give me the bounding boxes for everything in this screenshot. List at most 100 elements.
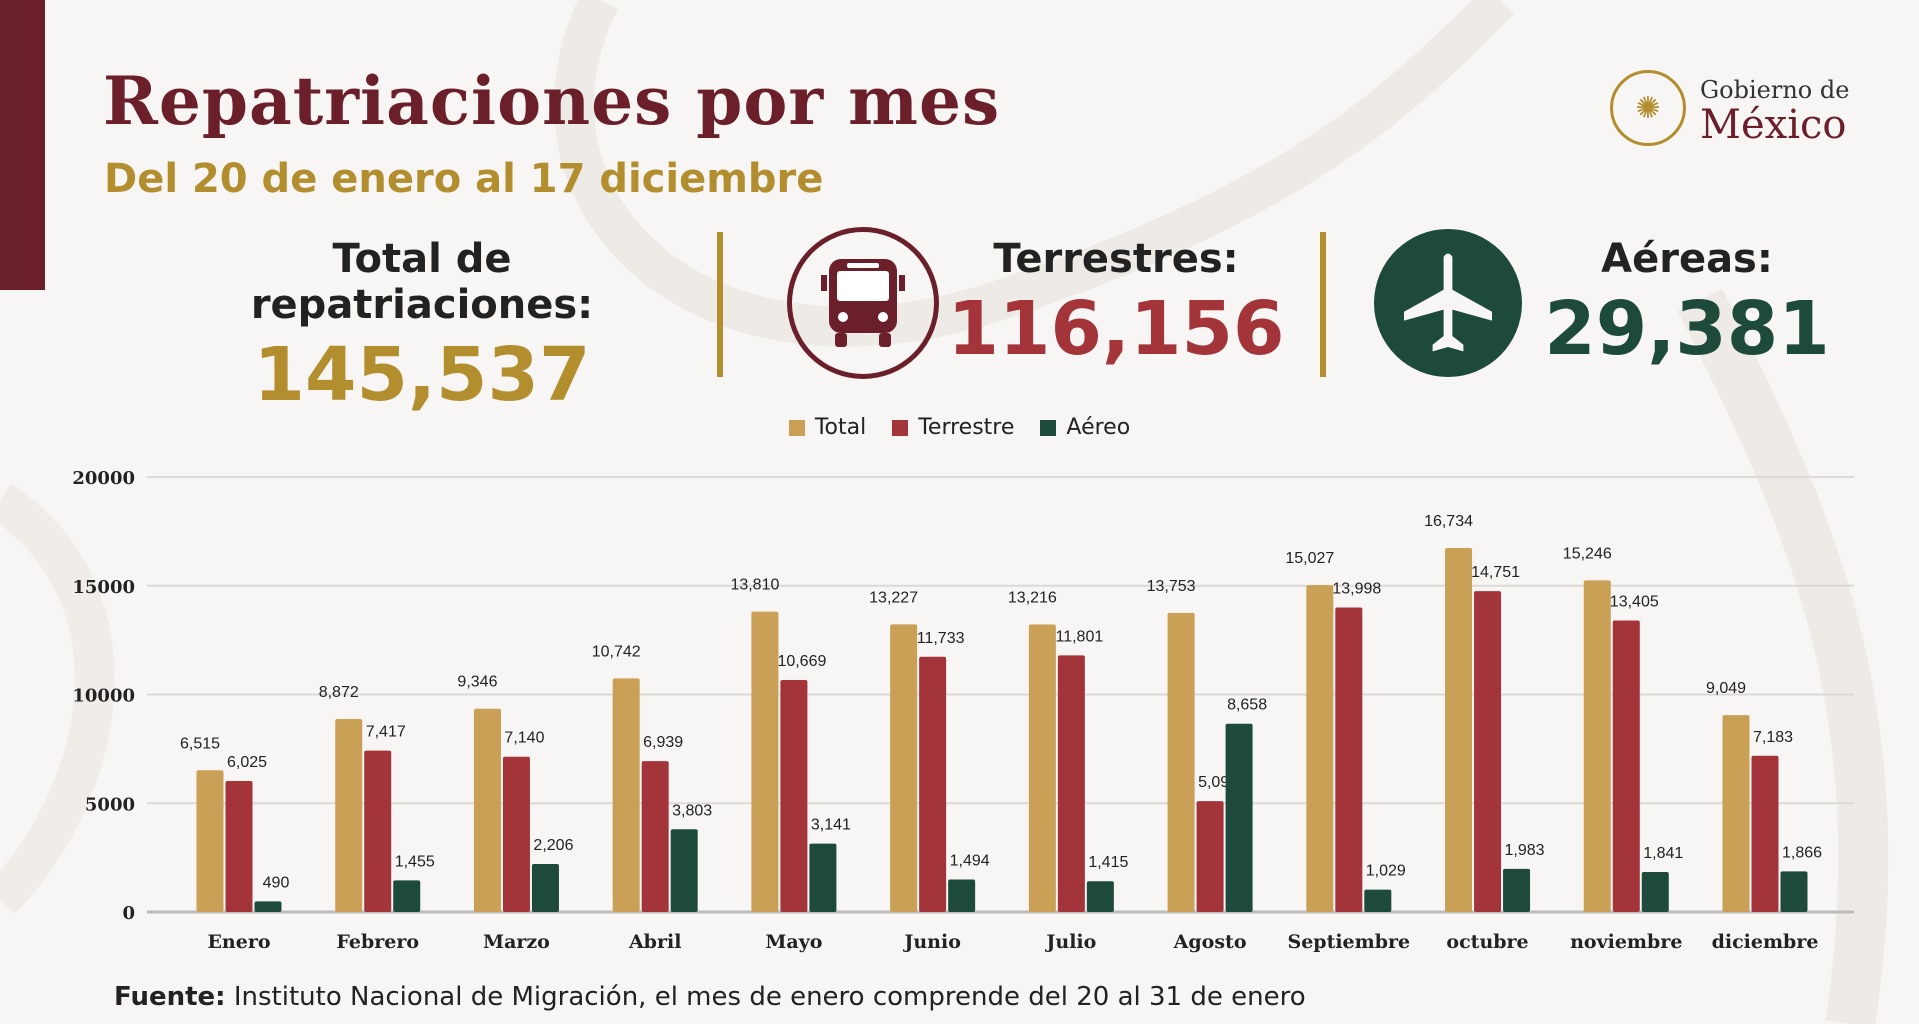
x-tick-label: diciembre (1712, 931, 1819, 953)
source-note: Fuente: Instituto Nacional de Migración,… (114, 982, 1306, 1012)
data-label: 8,658 (1227, 697, 1267, 714)
stat-aereas: Aéreas: 29,381 (1527, 236, 1847, 372)
data-label: 9,346 (457, 674, 497, 691)
bar-terrestre (919, 656, 947, 912)
data-label: 10,669 (777, 653, 826, 670)
data-label: 13,810 (730, 577, 779, 594)
legend-item-aereo: Aéreo (1040, 415, 1130, 440)
data-label: 1,494 (950, 853, 990, 870)
legend-label: Aéreo (1066, 415, 1131, 440)
bar-total (1583, 580, 1611, 912)
data-label: 8,872 (319, 684, 359, 701)
bar-terrestre (1612, 620, 1640, 912)
bar-aereo (1364, 889, 1392, 912)
data-label: 15,027 (1285, 550, 1334, 567)
gobierno-logo: ✺ Gobierno de México (1610, 70, 1870, 150)
bar-aereo (1225, 723, 1253, 912)
divider (1320, 232, 1326, 377)
logo-line2: México (1700, 102, 1847, 148)
data-label: 6,515 (180, 735, 220, 752)
data-label: 13,227 (869, 589, 918, 606)
bar-terrestre (1335, 607, 1363, 912)
seal-icon: ✺ (1610, 70, 1686, 146)
data-label: 7,417 (366, 724, 406, 741)
data-label: 1,983 (1505, 842, 1545, 859)
page-subtitle: Del 20 de enero al 17 diciembre (104, 156, 824, 202)
stat-total-label: Total de repatriaciones: (250, 236, 594, 328)
data-label: 6,025 (227, 754, 267, 771)
stat-total-value: 145,537 (253, 332, 591, 418)
data-label: 10,742 (592, 643, 641, 660)
accent-bar (0, 0, 45, 290)
source-text: Instituto Nacional de Migración, el mes … (225, 982, 1306, 1012)
x-tick-label: Septiembre (1287, 931, 1410, 953)
bar-total (612, 678, 640, 912)
bar-total (1445, 548, 1473, 912)
stat-aereas-label: Aéreas: (1601, 236, 1773, 282)
y-tick-label: 20000 (72, 468, 135, 489)
y-tick-label: 10000 (72, 686, 135, 707)
logo-line1: Gobierno de (1700, 76, 1850, 104)
bar-terrestre (502, 756, 530, 912)
bar-aereo (1780, 871, 1808, 912)
data-label: 1,415 (1088, 854, 1128, 871)
bar-terrestre (225, 780, 253, 912)
data-label: 1,455 (395, 853, 435, 870)
bar-aereo (254, 901, 282, 912)
y-tick-label: 0 (122, 903, 135, 924)
data-label: 13,753 (1147, 578, 1196, 595)
bar-total (890, 624, 918, 912)
bar-total (1306, 585, 1334, 912)
bus-icon (787, 227, 939, 379)
bar-aereo (531, 864, 559, 912)
bar-aereo (1503, 868, 1531, 912)
bar-aereo (948, 879, 976, 912)
x-tick-label: Junio (902, 931, 961, 953)
data-label: 9,049 (1706, 680, 1746, 697)
bar-total (473, 708, 501, 912)
legend-swatch (892, 419, 909, 436)
data-label: 1,866 (1782, 844, 1822, 861)
bar-terrestre (1474, 591, 1502, 912)
bar-terrestre (1057, 655, 1085, 912)
airplane-icon (1374, 229, 1522, 377)
x-tick-label: Enero (207, 931, 270, 953)
data-label: 1,841 (1643, 845, 1683, 862)
stat-total: Total de repatriaciones: 145,537 (162, 236, 682, 418)
bar-total (1167, 612, 1195, 912)
legend-swatch (788, 419, 805, 436)
page-title: Repatriaciones por mes (103, 62, 1001, 140)
legend-label: Terrestre (918, 415, 1015, 440)
data-label: 2,206 (533, 837, 573, 854)
legend-item-terrestre: Terrestre (892, 415, 1014, 440)
bar-terrestre (1196, 801, 1224, 912)
bar-aereo (1641, 871, 1669, 912)
y-tick-label: 15000 (72, 577, 135, 598)
bar-total (1722, 715, 1750, 912)
bar-terrestre (1751, 755, 1779, 912)
x-tick-label: Julio (1044, 931, 1096, 953)
bar-terrestre (641, 761, 669, 912)
x-tick-label: Abril (628, 931, 681, 953)
data-label: 14,751 (1471, 564, 1520, 581)
x-tick-label: noviembre (1570, 931, 1682, 953)
stat-aereas-value: 29,381 (1544, 286, 1830, 372)
x-tick-label: Agosto (1173, 931, 1247, 953)
data-label: 3,803 (672, 802, 712, 819)
data-label: 15,246 (1563, 545, 1612, 562)
legend-label: Total (814, 415, 867, 440)
data-label: 11,801 (1055, 628, 1103, 645)
divider (717, 232, 723, 377)
source-label: Fuente: (114, 982, 226, 1012)
x-tick-label: Febrero (336, 931, 419, 953)
data-label: 13,998 (1332, 581, 1381, 598)
data-label: 13,216 (1008, 590, 1057, 607)
bar-aereo (1086, 881, 1114, 912)
x-tick-label: Mayo (765, 931, 822, 953)
bar-terrestre (780, 679, 808, 912)
data-label: 13,405 (1610, 593, 1659, 610)
data-label: 7,140 (504, 730, 544, 747)
data-label: 6,939 (643, 734, 683, 751)
